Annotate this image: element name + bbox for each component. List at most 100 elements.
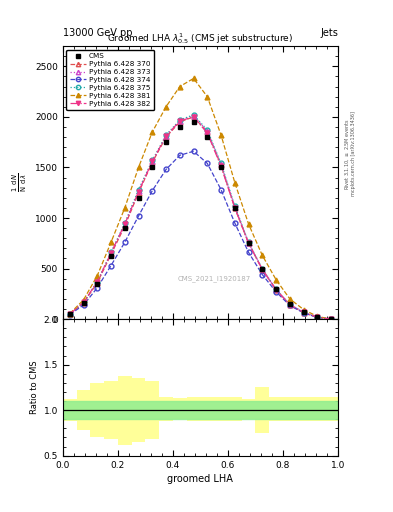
CMS [205, 134, 210, 140]
Pythia 6.428 375 [288, 301, 292, 307]
Pythia 6.428 382 [260, 267, 265, 273]
Pythia 6.428 373 [81, 300, 86, 306]
X-axis label: groomed LHA: groomed LHA [167, 474, 233, 484]
Pythia 6.428 375 [150, 157, 155, 163]
Pythia 6.428 374 [288, 303, 292, 309]
Pythia 6.428 370 [260, 267, 265, 273]
Pythia 6.428 382 [191, 114, 196, 120]
Pythia 6.428 373 [191, 113, 196, 119]
CMS [260, 266, 265, 272]
Pythia 6.428 381 [260, 252, 265, 259]
Pythia 6.428 381 [81, 297, 86, 303]
CMS [246, 240, 251, 246]
Line: Pythia 6.428 381: Pythia 6.428 381 [67, 76, 334, 322]
Pythia 6.428 382 [315, 314, 320, 321]
Pythia 6.428 373 [301, 309, 306, 315]
Pythia 6.428 381 [136, 164, 141, 170]
Pythia 6.428 382 [95, 279, 100, 285]
Pythia 6.428 381 [219, 132, 223, 138]
Pythia 6.428 375 [274, 286, 279, 292]
Pythia 6.428 381 [288, 296, 292, 302]
Pythia 6.428 374 [95, 285, 100, 291]
Pythia 6.428 373 [95, 279, 100, 285]
Pythia 6.428 373 [205, 128, 210, 134]
CMS [150, 164, 155, 170]
Pythia 6.428 370 [123, 223, 127, 229]
CMS [95, 281, 100, 287]
Pythia 6.428 374 [68, 311, 72, 317]
Title: Groomed LHA $\lambda^{1}_{0.5}$ (CMS jet substructure): Groomed LHA $\lambda^{1}_{0.5}$ (CMS jet… [107, 31, 294, 46]
CMS [68, 311, 72, 317]
Pythia 6.428 370 [68, 311, 72, 317]
Pythia 6.428 381 [246, 221, 251, 227]
Pythia 6.428 373 [329, 316, 334, 322]
Pythia 6.428 375 [68, 311, 72, 317]
Pythia 6.428 370 [164, 134, 169, 140]
Pythia 6.428 382 [329, 316, 334, 322]
Pythia 6.428 382 [288, 302, 292, 308]
Line: CMS: CMS [67, 119, 334, 322]
CMS [301, 309, 306, 315]
Pythia 6.428 375 [191, 112, 196, 118]
Pythia 6.428 375 [164, 132, 169, 138]
Pythia 6.428 382 [81, 300, 86, 306]
Pythia 6.428 375 [123, 220, 127, 226]
Pythia 6.428 373 [274, 286, 279, 292]
Pythia 6.428 373 [219, 161, 223, 167]
Pythia 6.428 382 [219, 163, 223, 169]
Pythia 6.428 374 [108, 263, 114, 269]
Pythia 6.428 373 [233, 204, 237, 210]
Pythia 6.428 374 [81, 302, 86, 308]
Pythia 6.428 381 [301, 307, 306, 313]
Pythia 6.428 375 [95, 279, 100, 285]
Pythia 6.428 370 [288, 302, 292, 308]
Pythia 6.428 382 [178, 118, 182, 124]
Pythia 6.428 374 [260, 271, 265, 278]
CMS [191, 119, 196, 125]
Pythia 6.428 374 [164, 166, 169, 173]
Pythia 6.428 382 [274, 287, 279, 293]
Pythia 6.428 382 [205, 130, 210, 136]
Pythia 6.428 373 [178, 118, 182, 124]
Text: mcplots.cern.ch [arXiv:1306.3436]: mcplots.cern.ch [arXiv:1306.3436] [351, 111, 356, 196]
Pythia 6.428 382 [108, 250, 114, 256]
Pythia 6.428 370 [315, 314, 320, 321]
Pythia 6.428 370 [150, 159, 155, 165]
Pythia 6.428 382 [233, 205, 237, 211]
Y-axis label: $\frac{1}{\mathrm{N}}\,\frac{\mathrm{d}N}{\mathrm{d}\lambda}$: $\frac{1}{\mathrm{N}}\,\frac{\mathrm{d}N… [11, 173, 29, 193]
Pythia 6.428 381 [164, 104, 169, 110]
CMS [288, 301, 292, 307]
Text: Jets: Jets [320, 28, 338, 38]
Pythia 6.428 373 [123, 222, 127, 228]
Pythia 6.428 374 [219, 186, 223, 193]
Pythia 6.428 370 [329, 316, 334, 322]
Pythia 6.428 382 [301, 309, 306, 315]
Y-axis label: Ratio to CMS: Ratio to CMS [31, 360, 39, 414]
Pythia 6.428 374 [329, 316, 334, 322]
CMS [233, 205, 237, 211]
CMS [274, 286, 279, 292]
Line: Pythia 6.428 382: Pythia 6.428 382 [67, 115, 334, 322]
Pythia 6.428 374 [274, 289, 279, 295]
Pythia 6.428 375 [205, 127, 210, 133]
Pythia 6.428 374 [246, 249, 251, 255]
Pythia 6.428 370 [246, 240, 251, 246]
Pythia 6.428 375 [246, 239, 251, 245]
Text: 13000 GeV pp: 13000 GeV pp [63, 28, 132, 38]
CMS [329, 316, 334, 322]
Pythia 6.428 370 [274, 287, 279, 293]
Pythia 6.428 370 [81, 300, 86, 306]
Pythia 6.428 370 [219, 162, 223, 168]
Pythia 6.428 381 [150, 129, 155, 135]
Pythia 6.428 381 [329, 316, 334, 322]
Text: Rivet 3.1.10, $\geq$ 2.5M events: Rivet 3.1.10, $\geq$ 2.5M events [344, 118, 351, 189]
Pythia 6.428 373 [68, 311, 72, 317]
CMS [81, 300, 86, 306]
Pythia 6.428 374 [136, 213, 141, 219]
Pythia 6.428 375 [233, 203, 237, 209]
Pythia 6.428 370 [95, 280, 100, 286]
Pythia 6.428 381 [68, 310, 72, 316]
Pythia 6.428 375 [136, 186, 141, 193]
Pythia 6.428 374 [178, 152, 182, 158]
Pythia 6.428 374 [205, 160, 210, 166]
